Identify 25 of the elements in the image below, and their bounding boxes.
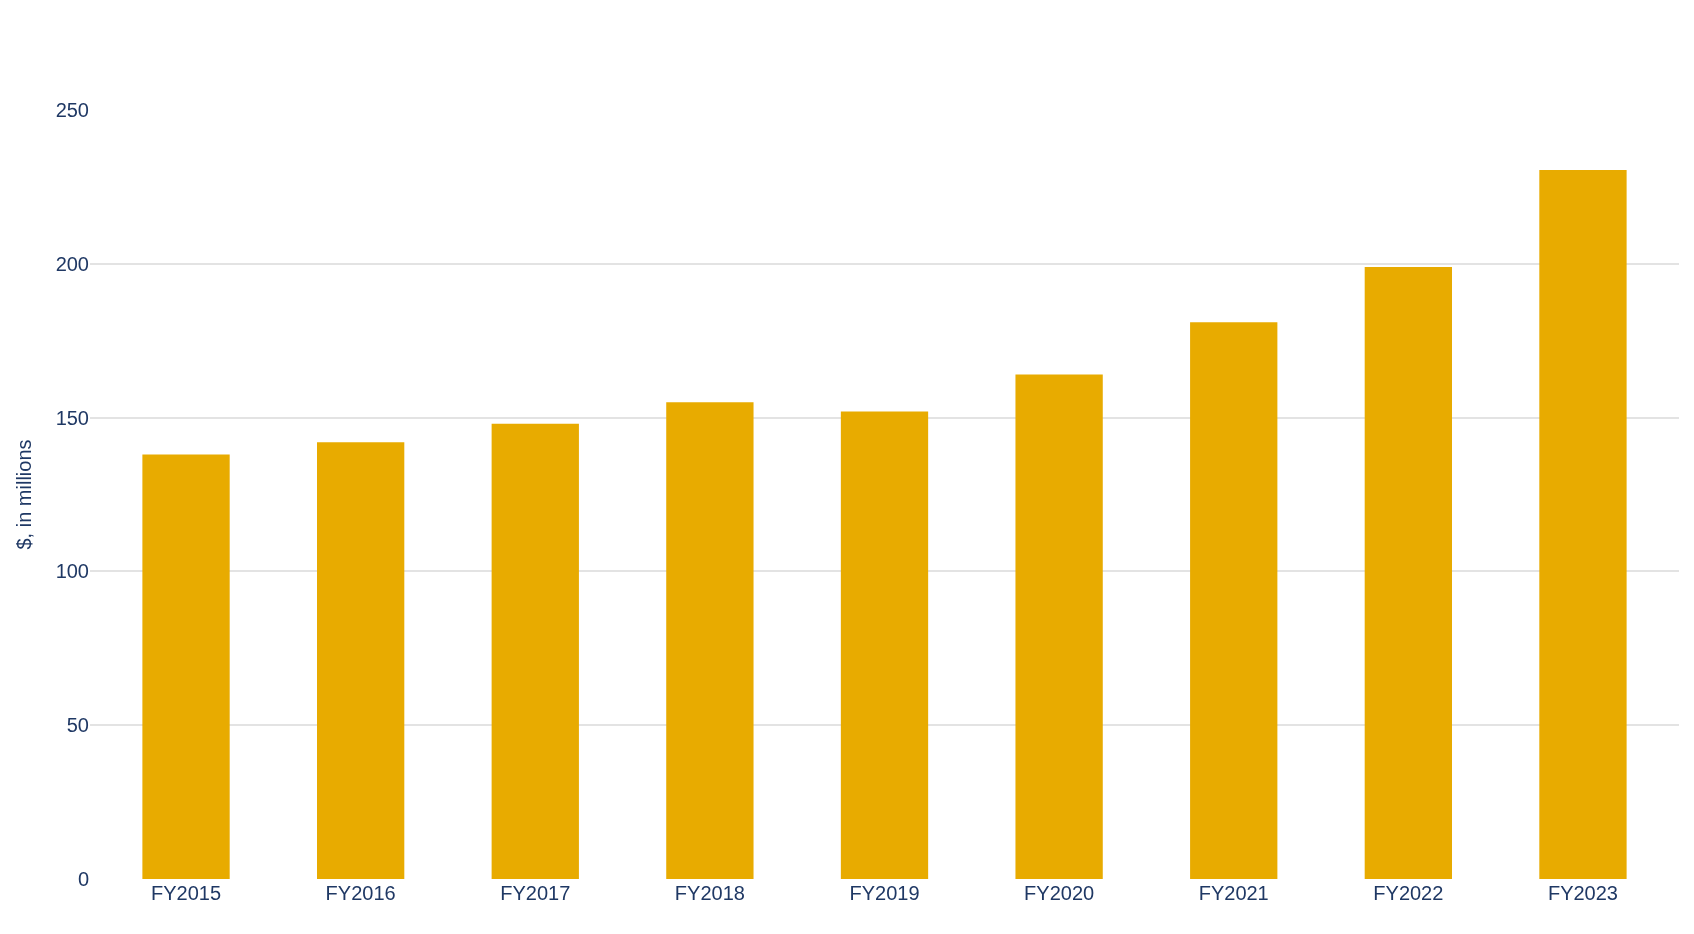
y-tick-label: 150	[55, 406, 89, 429]
y-tick-label: 50	[66, 714, 89, 737]
bar	[317, 442, 405, 879]
y-tick-label: 250	[55, 99, 89, 121]
bar	[1364, 266, 1452, 879]
bar	[666, 402, 754, 879]
bar	[1015, 374, 1103, 879]
bar	[142, 454, 230, 879]
x-tick-label: FY2017	[500, 882, 571, 904]
bar	[840, 411, 929, 879]
bar	[1539, 169, 1627, 879]
x-tick-label: FY2019	[849, 882, 920, 904]
bar	[1190, 322, 1278, 879]
x-tick-label: FY2016	[325, 882, 396, 904]
x-tick-label: FY2018	[674, 882, 745, 904]
x-tick-label: FY2023	[1547, 882, 1618, 904]
x-tick-label: FY2015	[151, 882, 222, 904]
bar	[491, 423, 579, 879]
x-tick-label: FY2021	[1198, 882, 1269, 904]
y-tick-label: 0	[77, 868, 89, 890]
x-tick-label: FY2022	[1373, 882, 1444, 904]
y-axis-title: $, in millions	[13, 439, 36, 550]
x-tick-label: FY2020	[1024, 882, 1095, 904]
y-tick-label: 100	[55, 560, 89, 583]
y-tick-label: 200	[55, 252, 89, 275]
